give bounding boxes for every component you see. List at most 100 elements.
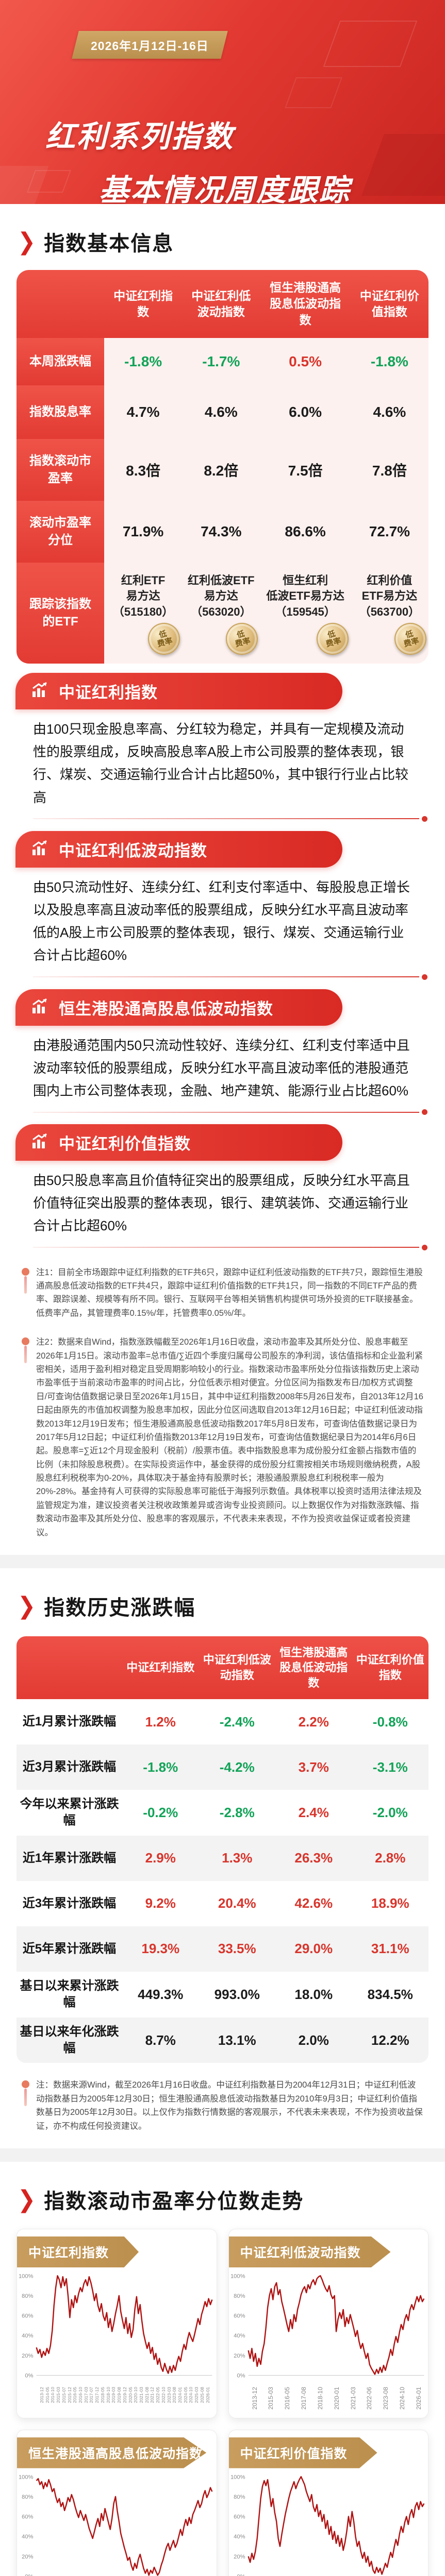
index-card-header: 中证红利价值指数 xyxy=(15,1124,343,1161)
etf-name-line1: 红利ETF xyxy=(121,574,166,587)
pe-percentile-chart: 100% 80% 60% 40% 20% 0% xyxy=(19,2474,213,2576)
table-value-cell: 31.1% xyxy=(352,1926,428,1972)
page-title-line2: 基本情况周度跟踪 xyxy=(99,174,351,207)
chart-title: 中证红利低波动指数 xyxy=(240,2245,361,2260)
section-title: 指数历史涨跌幅 xyxy=(44,1597,196,1620)
card-end-line xyxy=(33,974,427,980)
end-line xyxy=(33,1247,419,1248)
chart-card: 中证红利指数 100% 80% 60% 40% 20% 0% 2013-12 2014-05 20… xyxy=(17,2228,217,2418)
chart-x-label: 2014-05 xyxy=(44,2386,50,2403)
chart-x-label: 2014-10 xyxy=(50,2386,56,2403)
chart-x-label: 2025-08 xyxy=(199,2386,205,2403)
chart-x-label: 2020-05 xyxy=(127,2386,133,2403)
chart-title-banner: 中证红利价值指数 xyxy=(228,2437,377,2468)
index-card-title: 恒生港股通高股息低波动指数 xyxy=(59,999,273,1018)
table-row-label: 今年以来累计涨跌幅 xyxy=(17,1790,122,1836)
chart-x-label: 2019-12 xyxy=(122,2386,127,2403)
etf-name-line2: 易方达 xyxy=(126,589,160,602)
table-value-cell: 4.7% xyxy=(104,385,183,439)
etf-name-line2: 易方达 xyxy=(204,589,238,602)
y-axis-tick: 60% xyxy=(234,2514,245,2520)
deco-shape xyxy=(323,21,418,67)
chart-x-label: 2018-05 xyxy=(100,2386,105,2403)
index-card-header: 恒生港股通高股息低波动指数 xyxy=(15,989,343,1026)
table-value-cell: 20.4% xyxy=(199,1880,275,1926)
section-divider xyxy=(0,2148,445,2162)
index-card: 中证红利价值指数由50只股息率高且价值特征突出的股票组成，反映分红水平高且价值特… xyxy=(15,1124,430,1250)
table-value-cell: 13.1% xyxy=(199,2017,275,2063)
chart-x-label: 2021-08 xyxy=(144,2386,150,2403)
table-header-cell: 恒生港股通高股息低波动指数 xyxy=(275,1636,352,1700)
chart-x-label: 2013-12 xyxy=(39,2386,44,2403)
chart-title: 恒生港股通高股息低波动指数 xyxy=(28,2446,203,2461)
etf-code: （563700） xyxy=(359,605,420,619)
low-fee-seal: 低费率 xyxy=(313,619,352,658)
table-value-cell: 12.2% xyxy=(352,2017,428,2063)
chart-icon xyxy=(31,1132,48,1153)
index-card-desc: 由港股通范围内50只流动性较好、连续分红、红利支付率适中且波动率较低的股票组成，… xyxy=(33,1037,410,1098)
low-fee-seal: 低费率 xyxy=(222,619,261,658)
seal-text-line2: 费率 xyxy=(403,636,420,649)
etf-name-line1: 恒生红利 xyxy=(283,574,328,587)
index-card-desc: 由50只流动性好、连续分红、红利支付率适中、每股股息正增长以及股息率高且波动率低… xyxy=(33,879,410,963)
pe-percentile-line xyxy=(36,2478,213,2576)
chart-x-label: 2021-12 xyxy=(150,2386,155,2403)
table-row-label: 近3月累计涨跌幅 xyxy=(17,1744,122,1790)
table-value-cell: -1.8% xyxy=(122,1744,199,1790)
table-value-cell: -1.8% xyxy=(104,338,183,385)
table-value-cell: 8.3倍 xyxy=(104,439,183,501)
table-value-cell: 8.2倍 xyxy=(182,439,260,501)
table-value-cell: 72.7% xyxy=(350,501,428,563)
table-value-cell: 71.9% xyxy=(104,501,183,563)
etf-code: （159545） xyxy=(275,605,336,619)
table-value-cell: 4.6% xyxy=(350,385,428,439)
table-row-label: 指数股息率 xyxy=(17,385,104,439)
y-axis-tick: 60% xyxy=(234,2313,245,2319)
y-axis-tick: 100% xyxy=(19,2474,34,2480)
chart-icon xyxy=(31,681,48,701)
hero-banner: 2026年1月12日-16日 红利系列指数 基本情况周度跟踪 xyxy=(0,0,445,223)
index-card: 恒生港股通高股息低波动指数由港股通范围内50只流动性较好、连续分红、红利支付率适… xyxy=(15,989,430,1115)
y-axis-tick: 0% xyxy=(25,2372,33,2379)
note-1-text: 注1：目前全市场跟踪中证红利指数的ETF共6只，跟踪中证红利低波动指数的ETF共… xyxy=(36,1267,423,1318)
table-row-label: 跟踪该指数的ETF xyxy=(17,563,104,664)
etf-name-line1: 红利价值 xyxy=(367,574,413,587)
chart-x-label: 2017-03 xyxy=(83,2386,89,2403)
table-value-cell: 7.8倍 xyxy=(350,439,428,501)
chart-x-label: 2026-01 xyxy=(415,2386,422,2410)
table-value-cell: 19.3% xyxy=(122,1926,199,1972)
etf-name-line2: 低波ETF易方达 xyxy=(266,589,344,602)
x-axis-labels: 2013-12 2015-03 2016-05 2017-08 2018-10 2020-… xyxy=(229,2386,428,2413)
table-header-cell: 中证红利价值指数 xyxy=(350,270,428,338)
etf-code: （515180） xyxy=(112,605,174,619)
chart-x-label: 2013-12 xyxy=(251,2386,258,2410)
pe-percentile-chart: 100% 80% 60% 40% 20% 0% xyxy=(19,2273,213,2379)
table-row-label: 近1月累计涨跌幅 xyxy=(17,1699,122,1745)
section-pe-percentile: ❯ 指数滚动市盈率分位数走势 中证红利指数 100% 80% 60% 40% 20% 0% 2… xyxy=(0,2161,445,2576)
page-title: 红利系列指数 基本情况周度跟踪 xyxy=(45,112,351,209)
section-title: 指数基本信息 xyxy=(44,232,174,255)
page-title-line1: 红利系列指数 xyxy=(45,120,235,154)
index-card-title: 中证红利价值指数 xyxy=(59,1135,191,1154)
y-axis-tick: 100% xyxy=(19,2273,34,2279)
y-axis-tick: 60% xyxy=(22,2514,33,2520)
table-value-cell: 0.5% xyxy=(260,338,351,385)
table-value-cell: 18.9% xyxy=(352,1880,428,1926)
low-fee-seal: 低费率 xyxy=(391,619,428,658)
index-card-desc: 由50只股息率高且价值特征突出的股票组成，反映分红水平高且价值特征突出股票的整体… xyxy=(33,1173,410,1234)
chart-x-label: 2022-06 xyxy=(366,2386,373,2410)
pe-percentile-chart: 100% 80% 60% 40% 20% 0% xyxy=(230,2474,424,2576)
y-axis-tick: 40% xyxy=(22,2534,33,2540)
table-value-cell: 7.5倍 xyxy=(260,439,351,501)
y-axis-tick: 80% xyxy=(22,2494,33,2500)
card-end-line xyxy=(33,1109,427,1115)
chart-x-label: 2023-08 xyxy=(172,2386,177,2403)
chart-x-label: 2015-07 xyxy=(61,2386,67,2403)
table-value-cell: -0.2% xyxy=(122,1790,199,1836)
chart-x-label: 2021-03 xyxy=(138,2386,144,2403)
etf-item: 红利价值 ETF易方达 （563700）低费率 xyxy=(350,563,428,664)
y-axis-tick: 20% xyxy=(234,2353,245,2359)
table-value-cell: 42.6% xyxy=(275,1880,352,1926)
history-note-text: 注：数据来源Wind，截至2026年1月16日收盘。中证红利指数基日为2004年… xyxy=(36,2080,423,2131)
chart-x-label: 2023-03 xyxy=(166,2386,172,2403)
